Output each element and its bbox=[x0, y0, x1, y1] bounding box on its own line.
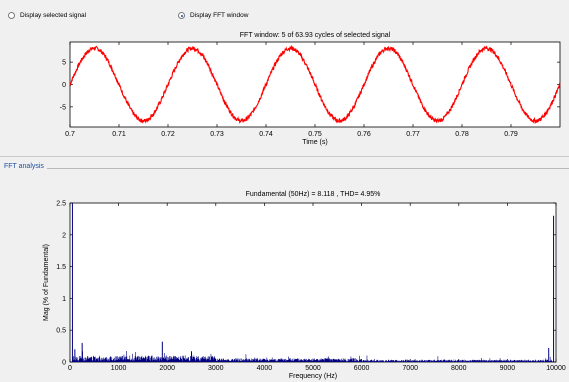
fft-panel-border bbox=[4, 168, 569, 169]
fft-y-tick-label: 2.5 bbox=[56, 201, 66, 208]
fft-x-tick-label: 2000 bbox=[159, 365, 175, 372]
top-x-tick-label: 0.78 bbox=[455, 131, 469, 138]
fft-x-tick-label: 0 bbox=[68, 365, 72, 372]
top-x-tick-label: 0.77 bbox=[406, 131, 420, 138]
top-x-tick-label: 0.71 bbox=[112, 131, 126, 138]
fft-x-tick-label: 9000 bbox=[500, 365, 516, 372]
fft-y-tick-label: 0.5 bbox=[56, 328, 66, 335]
top-x-tick-label: 0.79 bbox=[504, 131, 518, 138]
fft-x-tick-label: 4000 bbox=[257, 365, 273, 372]
fft-y-axis-label: Mag (% of Fundamental) bbox=[43, 244, 50, 321]
fft-y-tick-label: 1.5 bbox=[56, 264, 66, 271]
top-y-tick-label: -5 bbox=[60, 104, 66, 111]
fft-chart-title: Fundamental (50Hz) = 8.118 , THD= 4.95% bbox=[246, 191, 381, 198]
top-x-axis-label: Time (s) bbox=[302, 139, 327, 146]
fft-x-axis-label: Frequency (Hz) bbox=[289, 373, 337, 380]
top-y-tick-label: 0 bbox=[62, 82, 66, 89]
top-x-tick-label: 0.7 bbox=[65, 131, 75, 138]
radio-selected-icon bbox=[178, 12, 185, 19]
fft-x-tick-label: 5000 bbox=[305, 365, 321, 372]
display-fft-window-radio[interactable]: Display FFT window bbox=[178, 12, 248, 19]
top-x-tick-label: 0.76 bbox=[357, 131, 371, 138]
top-x-tick-label: 0.73 bbox=[210, 131, 224, 138]
fft-x-tick-label: 8000 bbox=[451, 365, 467, 372]
signal-line bbox=[69, 44, 561, 125]
top-x-tick-label: 0.74 bbox=[259, 131, 273, 138]
top-x-tick-label: 0.72 bbox=[161, 131, 175, 138]
fft-x-tick-label: 10000 bbox=[546, 365, 566, 372]
fft-panel-title: FFT analysis bbox=[4, 163, 47, 170]
fft-y-tick-label: 2 bbox=[62, 232, 66, 239]
top-x-tick-label: 0.75 bbox=[308, 131, 322, 138]
display-fft-window-label: Display FFT window bbox=[190, 12, 249, 19]
fft-plot-area bbox=[69, 202, 557, 363]
fft-x-tick-label: 7000 bbox=[402, 365, 418, 372]
radio-unselected-icon bbox=[8, 12, 15, 19]
fft-y-tick-label: 1 bbox=[62, 296, 66, 303]
display-selected-signal-radio[interactable]: Display selected signal bbox=[8, 12, 86, 19]
fft-x-tick-label: 3000 bbox=[208, 365, 224, 372]
fft-x-tick-label: 1000 bbox=[111, 365, 127, 372]
display-selected-signal-label: Display selected signal bbox=[20, 12, 87, 19]
fft-y-tick-label: 0 bbox=[62, 360, 66, 367]
fft-x-tick-label: 6000 bbox=[354, 365, 370, 372]
top-y-tick-label: 5 bbox=[62, 60, 66, 67]
top-chart-title: FFT window: 5 of 63.93 cycles of selecte… bbox=[240, 32, 391, 39]
section-divider bbox=[0, 156, 569, 157]
